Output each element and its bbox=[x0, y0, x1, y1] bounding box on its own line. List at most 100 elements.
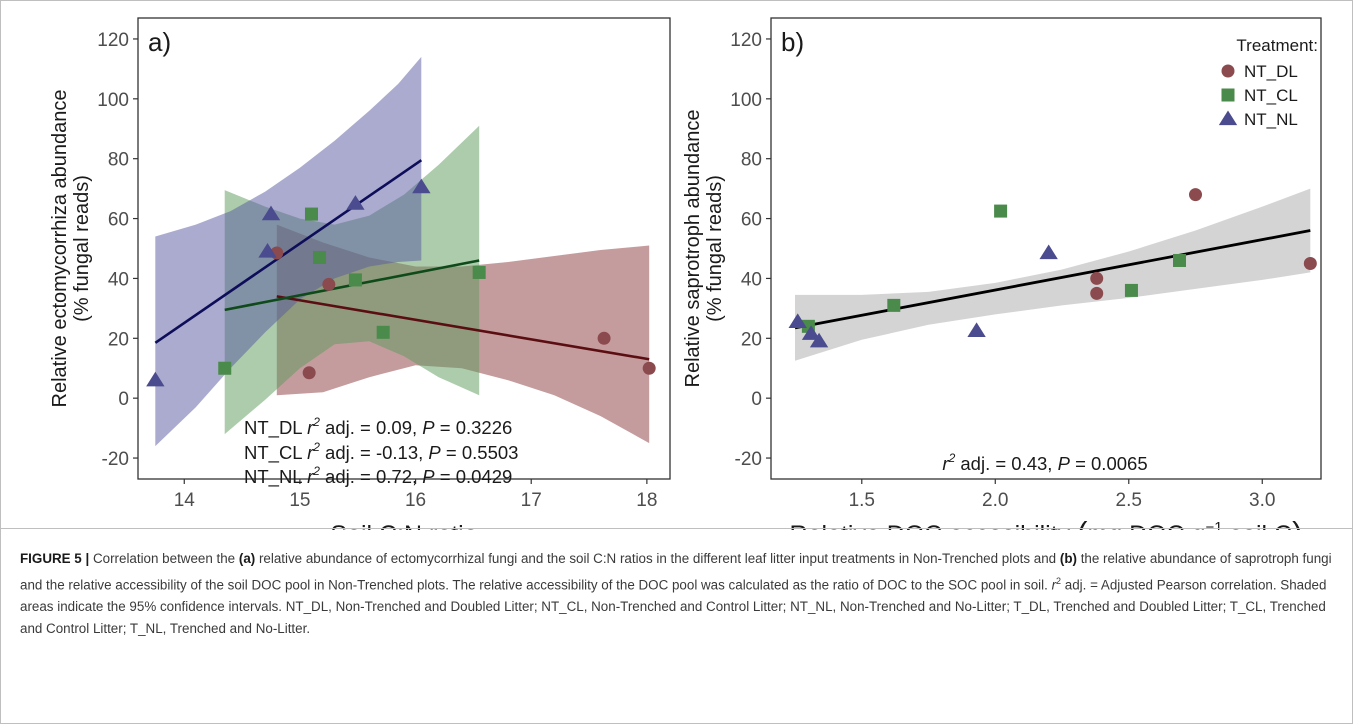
annotation-r2-value: adj. = -0.13, bbox=[320, 442, 429, 463]
panel-label: b) bbox=[781, 27, 804, 57]
x-axis-label-main: Relative DOC accesibility bbox=[790, 521, 1078, 530]
y-tick-label: 80 bbox=[741, 150, 762, 171]
data-point-nt-nl bbox=[146, 371, 165, 387]
annotation-r-sup: 2 bbox=[948, 451, 956, 465]
x-tick-label: 2.0 bbox=[982, 490, 1008, 511]
annotation-r-sup: 2 bbox=[312, 415, 320, 429]
y-tick-label: 100 bbox=[97, 90, 129, 111]
data-point-nt-cl bbox=[376, 325, 390, 339]
y-tick-label: 120 bbox=[97, 30, 129, 51]
y-tick-label: 60 bbox=[108, 210, 129, 231]
data-point-nt-cl bbox=[1172, 253, 1186, 267]
data-point-nt-cl bbox=[313, 250, 327, 264]
caption-text-2: relative abundance of ectomycorrhizal fu… bbox=[255, 551, 1060, 566]
data-point-nt-dl bbox=[1303, 256, 1317, 270]
annotation-r: r bbox=[307, 417, 314, 438]
x-axis-label-unit: mg DOC g bbox=[1087, 521, 1205, 530]
legend-marker bbox=[1218, 110, 1238, 126]
data-point-nt-nl bbox=[258, 242, 277, 258]
stats-annotation: NT_NL r2 adj. = 0.72, P = 0.0429 bbox=[244, 464, 512, 488]
panel-a: -20 0 20 40 60 80 100 120 14 15 16 17 18 Relative ect… bbox=[49, 17, 671, 530]
y-tick-label: 20 bbox=[741, 329, 762, 350]
x-axis-label: Soil C:N ratio bbox=[330, 521, 477, 530]
fit-line-nt-nl bbox=[154, 159, 423, 344]
data-point-nt-dl bbox=[1189, 188, 1203, 202]
caption-divider bbox=[0, 528, 1353, 529]
legend-title: Treatment: bbox=[1236, 36, 1318, 55]
stats-annotation: r2 adj. = 0.43, P = 0.0065 bbox=[942, 451, 1147, 474]
data-point-nt-cl bbox=[218, 361, 232, 375]
data-point-nt-cl bbox=[348, 273, 362, 287]
data-point-nt-nl bbox=[809, 332, 829, 348]
panel-label: a) bbox=[148, 27, 171, 57]
caption-r2-symbol: r bbox=[1051, 577, 1057, 593]
annotation-p: P bbox=[1058, 453, 1071, 474]
x-axis-label-unit-sup: −1 bbox=[1206, 519, 1223, 530]
x-axis-label-paren-open: ( bbox=[1077, 515, 1088, 530]
annotation-p-value: = 0.0429 bbox=[435, 466, 513, 487]
legend-item-nt-cl: NT_CL bbox=[1221, 86, 1298, 105]
x-tick-label: 2.5 bbox=[1116, 490, 1142, 511]
legend-marker bbox=[1221, 64, 1235, 78]
data-point-nt-dl bbox=[1090, 271, 1104, 285]
y-axis-label-unit: (% fungal reads) bbox=[71, 175, 93, 322]
data-point-nt-nl bbox=[412, 178, 431, 194]
annotation-r2-value: adj. = 0.09, bbox=[320, 417, 422, 438]
fit-line-nt-dl bbox=[276, 295, 650, 361]
legend-marker bbox=[1221, 88, 1235, 102]
plot-frame bbox=[137, 17, 671, 480]
data-point-nt-nl bbox=[1039, 244, 1058, 260]
legend-label: NT_DL bbox=[1244, 62, 1298, 81]
confidence-band bbox=[795, 188, 1311, 361]
y-axis-label: Relative saprotroph abundance bbox=[682, 110, 704, 388]
annotation-r2-value: adj. = 0.43, bbox=[955, 453, 1057, 474]
annotation-p: P bbox=[422, 466, 435, 487]
panel-b: -20 0 20 40 60 80 100 120 1.5 2.0 2.5 3.0 Relative s… bbox=[682, 17, 1322, 530]
caption-figure-label: FIGURE 5 | bbox=[20, 551, 90, 566]
caption-r2-superscript: 2 bbox=[1056, 576, 1062, 586]
x-axis-label: Relative DOC accesibility (mg DOC g−1 so… bbox=[790, 515, 1303, 530]
data-point-nt-nl bbox=[261, 205, 281, 221]
data-point-nt-dl bbox=[642, 361, 656, 375]
caption-text-4: adj. = Adjusted Pearson correlation. Sha… bbox=[20, 577, 1327, 637]
y-axis-label: Relative ectomycorrhiza abundance bbox=[49, 90, 71, 408]
x-tick-label: 16 bbox=[405, 490, 426, 511]
y-tick-label: 60 bbox=[741, 210, 762, 231]
data-point-nt-dl bbox=[322, 277, 336, 291]
fit-line bbox=[794, 229, 1311, 330]
annotation-p-value: = 0.5503 bbox=[441, 442, 519, 463]
data-point-nt-nl bbox=[346, 195, 365, 210]
annotation-p: P bbox=[422, 417, 435, 438]
legend-label: NT_NL bbox=[1244, 110, 1298, 129]
y-tick-label: 120 bbox=[730, 30, 762, 51]
figure-caption: FIGURE 5 | Correlation between the (a) r… bbox=[20, 548, 1335, 640]
data-point-nt-nl bbox=[788, 313, 807, 328]
data-point-nt-nl bbox=[967, 322, 986, 337]
y-tick-label: 0 bbox=[118, 389, 129, 410]
x-tick-label: 15 bbox=[289, 490, 310, 511]
data-point-nt-cl bbox=[1124, 283, 1138, 297]
annotation-p: P bbox=[428, 442, 441, 463]
annotation-r: r bbox=[307, 442, 314, 463]
legend-item-nt-dl: NT_DL bbox=[1221, 62, 1298, 81]
legend-item-nt-nl: NT_NL bbox=[1218, 110, 1298, 129]
stats-annotation: NT_DL r2 adj. = 0.09, P = 0.3226 bbox=[244, 415, 512, 439]
data-point-nt-cl bbox=[887, 298, 901, 312]
annotation-series: NT_DL bbox=[244, 417, 307, 439]
y-tick-label: 100 bbox=[730, 90, 762, 111]
y-axis-label-unit: (% fungal reads) bbox=[704, 175, 726, 322]
annotation-r-sup: 2 bbox=[312, 440, 320, 454]
annotation-r2-value: adj. = 0.72, bbox=[320, 466, 422, 487]
data-point-nt-cl bbox=[994, 204, 1008, 218]
annotation-series: NT_CL bbox=[244, 442, 307, 464]
y-tick-label: 40 bbox=[741, 269, 762, 290]
x-tick-label: 17 bbox=[521, 490, 542, 511]
data-point-nt-cl bbox=[472, 265, 486, 279]
data-point-nt-dl bbox=[1090, 286, 1104, 300]
caption-text-3: the relative abundance of saprotroph fun… bbox=[20, 551, 1332, 593]
data-point-nt-cl bbox=[304, 207, 318, 221]
x-axis-label-paren-close: ) bbox=[1292, 515, 1302, 530]
x-tick-label: 1.5 bbox=[849, 490, 875, 511]
data-point-nt-dl bbox=[302, 366, 316, 380]
